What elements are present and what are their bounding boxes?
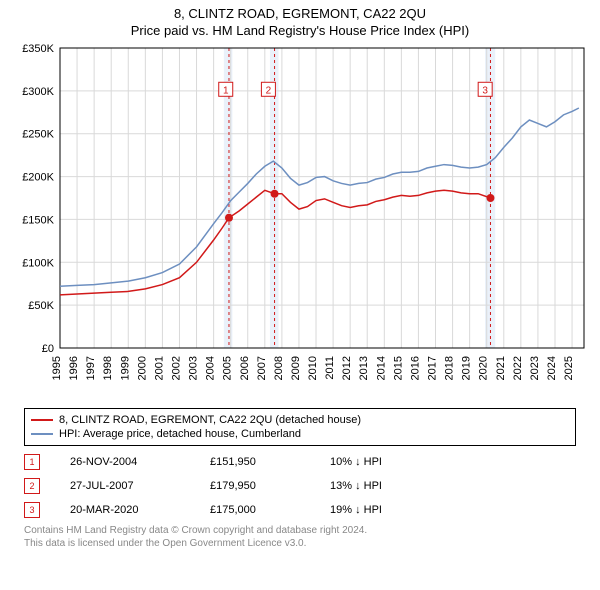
sale-price: £151,950 bbox=[210, 456, 300, 468]
svg-text:2008: 2008 bbox=[273, 356, 285, 380]
svg-text:2004: 2004 bbox=[205, 356, 217, 380]
footer-line1: Contains HM Land Registry data © Crown c… bbox=[24, 524, 576, 537]
svg-text:1999: 1999 bbox=[119, 356, 131, 380]
sales-table: 1 26-NOV-2004 £151,950 10% ↓ HPI 2 27-JU… bbox=[24, 450, 576, 522]
sale-date: 20-MAR-2020 bbox=[70, 504, 180, 516]
svg-text:2012: 2012 bbox=[341, 356, 353, 380]
table-row: 1 26-NOV-2004 £151,950 10% ↓ HPI bbox=[24, 450, 576, 474]
svg-text:2006: 2006 bbox=[239, 356, 251, 380]
legend-swatch bbox=[31, 433, 53, 435]
svg-text:2007: 2007 bbox=[256, 356, 268, 380]
sale-price: £179,950 bbox=[210, 480, 300, 492]
table-row: 2 27-JUL-2007 £179,950 13% ↓ HPI bbox=[24, 474, 576, 498]
chart-svg: £0 £50K £100K £150K £200K £250K £300K £350K 1995… bbox=[10, 42, 590, 402]
title-address: 8, CLINTZ ROAD, EGREMONT, CA22 2QU bbox=[0, 0, 600, 21]
svg-text:2011: 2011 bbox=[324, 356, 336, 380]
footer: Contains HM Land Registry data © Crown c… bbox=[24, 524, 576, 550]
svg-text:1: 1 bbox=[223, 85, 229, 96]
sale-marker: 2 bbox=[24, 478, 40, 494]
title-subtitle: Price paid vs. HM Land Registry's House … bbox=[0, 21, 600, 42]
legend-swatch bbox=[31, 419, 53, 421]
svg-text:£150K: £150K bbox=[22, 214, 54, 226]
svg-text:£300K: £300K bbox=[22, 86, 54, 98]
svg-text:3: 3 bbox=[482, 85, 488, 96]
svg-text:2003: 2003 bbox=[188, 356, 200, 380]
legend-item: 8, CLINTZ ROAD, EGREMONT, CA22 2QU (deta… bbox=[31, 413, 569, 427]
svg-text:2018: 2018 bbox=[444, 356, 456, 380]
svg-text:£100K: £100K bbox=[22, 257, 54, 269]
svg-text:2017: 2017 bbox=[427, 356, 439, 380]
svg-text:£250K: £250K bbox=[22, 129, 54, 141]
svg-text:2009: 2009 bbox=[290, 356, 302, 380]
svg-text:2020: 2020 bbox=[478, 356, 490, 380]
svg-text:2015: 2015 bbox=[392, 356, 404, 380]
table-row: 3 20-MAR-2020 £175,000 19% ↓ HPI bbox=[24, 498, 576, 522]
sale-price: £175,000 bbox=[210, 504, 300, 516]
legend-label: HPI: Average price, detached house, Cumb… bbox=[59, 428, 301, 440]
svg-text:2014: 2014 bbox=[375, 356, 387, 380]
svg-text:2005: 2005 bbox=[222, 356, 234, 380]
sale-pct: 13% ↓ HPI bbox=[330, 480, 420, 492]
svg-text:2002: 2002 bbox=[170, 356, 182, 380]
sale-pct: 19% ↓ HPI bbox=[330, 504, 420, 516]
svg-text:2019: 2019 bbox=[461, 356, 473, 380]
sale-marker: 3 bbox=[24, 502, 40, 518]
svg-text:1995: 1995 bbox=[51, 356, 63, 380]
legend-item: HPI: Average price, detached house, Cumb… bbox=[31, 427, 569, 441]
footer-line2: This data is licensed under the Open Gov… bbox=[24, 537, 576, 550]
svg-text:2023: 2023 bbox=[529, 356, 541, 380]
svg-text:2025: 2025 bbox=[563, 356, 575, 380]
legend: 8, CLINTZ ROAD, EGREMONT, CA22 2QU (deta… bbox=[24, 408, 576, 446]
svg-text:1998: 1998 bbox=[102, 356, 114, 380]
svg-text:2016: 2016 bbox=[409, 356, 421, 380]
svg-text:1997: 1997 bbox=[85, 356, 97, 380]
sale-marker: 1 bbox=[24, 454, 40, 470]
sale-date: 27-JUL-2007 bbox=[70, 480, 180, 492]
sale-pct: 10% ↓ HPI bbox=[330, 456, 420, 468]
svg-text:2000: 2000 bbox=[136, 356, 148, 380]
sale-date: 26-NOV-2004 bbox=[70, 456, 180, 468]
legend-label: 8, CLINTZ ROAD, EGREMONT, CA22 2QU (deta… bbox=[59, 414, 361, 426]
svg-text:1996: 1996 bbox=[68, 356, 80, 380]
svg-text:£200K: £200K bbox=[22, 172, 54, 184]
svg-text:2022: 2022 bbox=[512, 356, 524, 380]
svg-text:£350K: £350K bbox=[22, 43, 54, 55]
svg-text:£50K: £50K bbox=[28, 300, 54, 312]
svg-text:2: 2 bbox=[266, 85, 272, 96]
svg-text:2001: 2001 bbox=[153, 356, 165, 380]
svg-text:2013: 2013 bbox=[358, 356, 370, 380]
svg-text:2024: 2024 bbox=[546, 356, 558, 380]
price-chart: £0 £50K £100K £150K £200K £250K £300K £350K 1995… bbox=[10, 42, 590, 402]
svg-text:2010: 2010 bbox=[307, 356, 319, 380]
svg-text:£0: £0 bbox=[42, 343, 54, 355]
svg-text:2021: 2021 bbox=[495, 356, 507, 380]
